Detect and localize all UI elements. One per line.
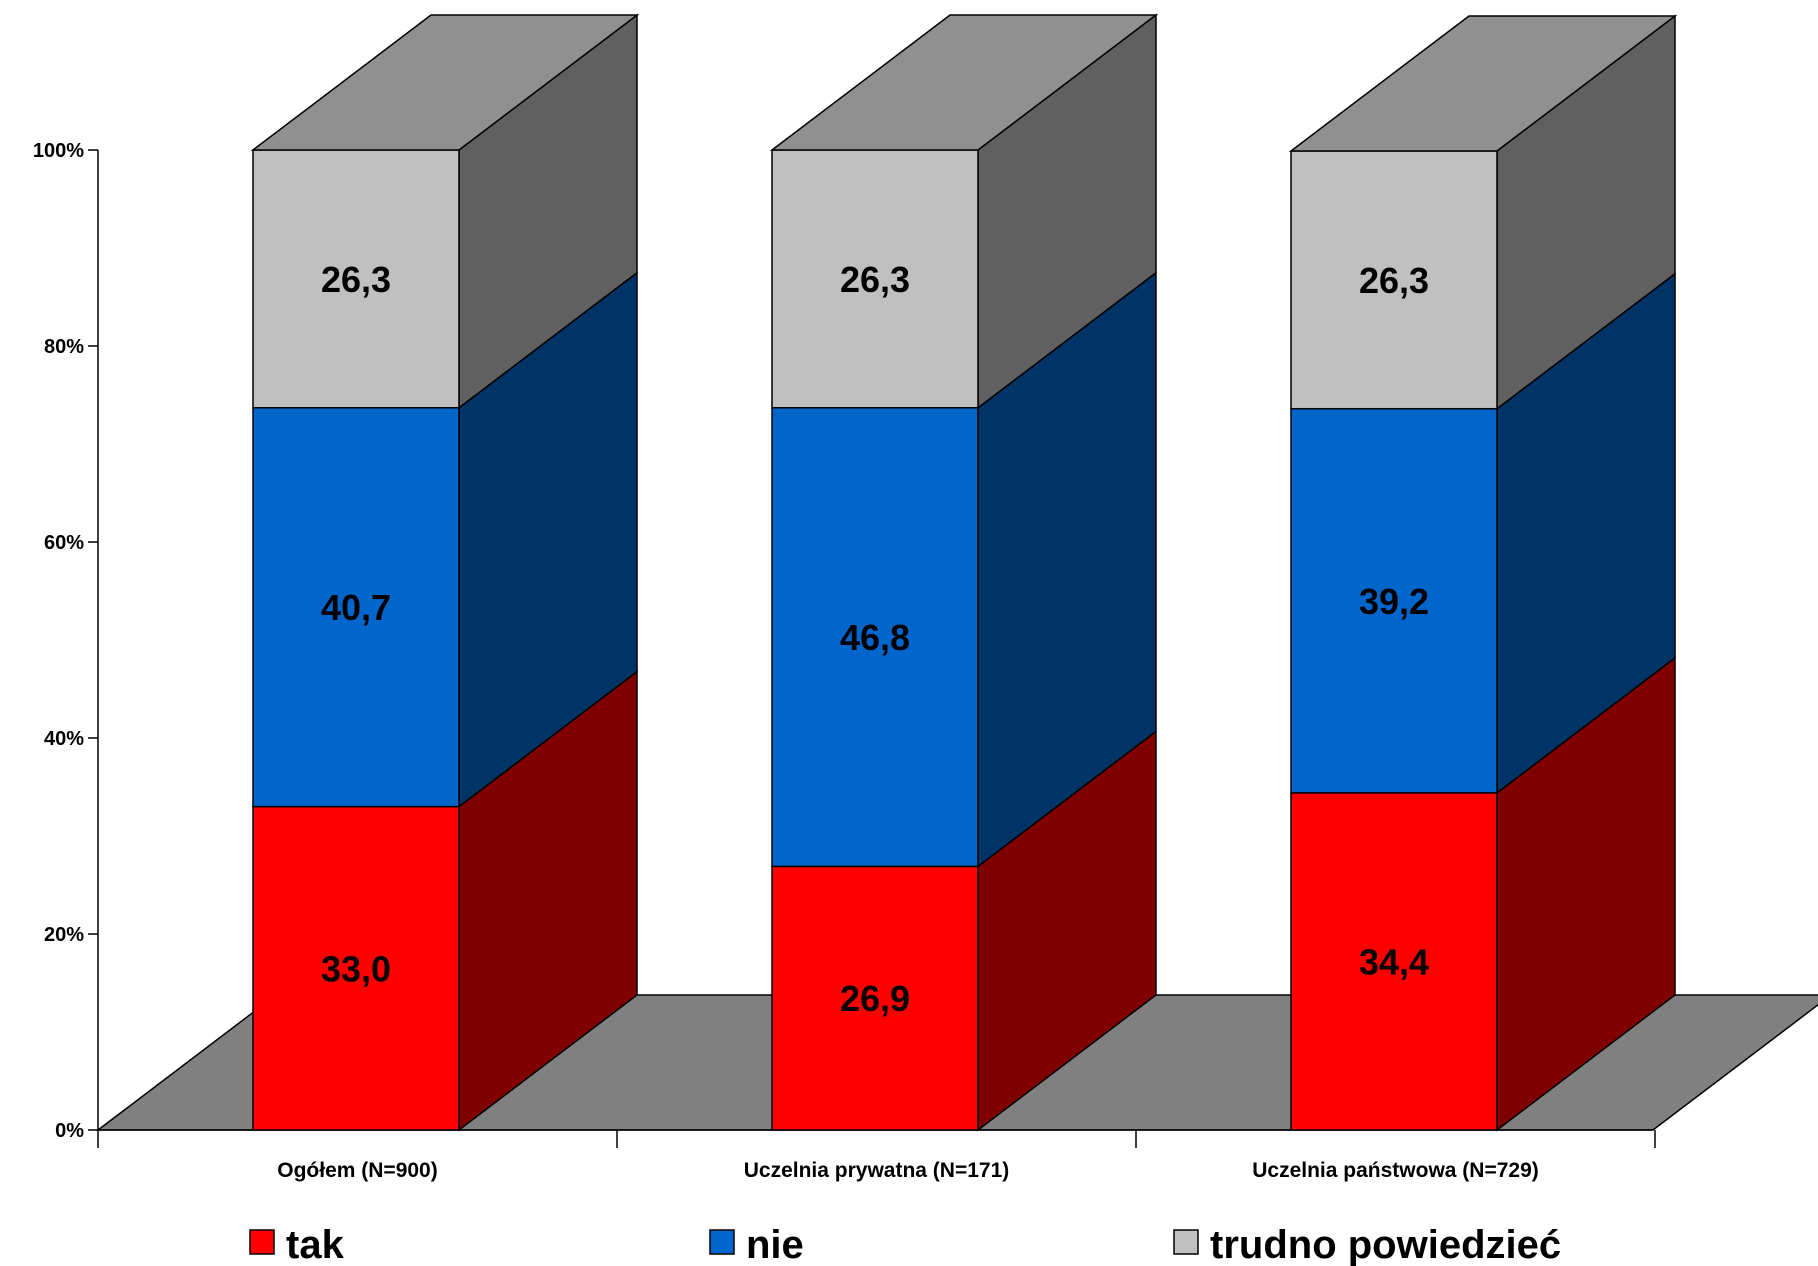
bar-segment <box>1290 150 1498 410</box>
data-label: 40,7 <box>321 587 391 628</box>
data-label: 46,8 <box>840 617 910 658</box>
legend-label: trudno powiedzieć <box>1210 1223 1561 1266</box>
bar-top <box>1288 15 1678 152</box>
legend-label: tak <box>286 1223 345 1266</box>
bar-stack: 33,0 40,7 26,3 <box>250 13 640 1132</box>
y-tick-label: 20% <box>44 924 84 946</box>
data-label: 26,3 <box>1359 260 1429 301</box>
data-label: 26,3 <box>840 259 910 300</box>
category-label: Uczelnia prywatna (N=171) <box>744 1159 1010 1182</box>
bars-group: 33,0 40,7 26,3 26,9 46,8 26,3 34,4 39,2 26,3 <box>250 13 1678 1132</box>
legend-label: nie <box>746 1223 804 1266</box>
bar-stack: 34,4 39,2 26,3 <box>1288 14 1678 1132</box>
y-tick-label: 60% <box>44 532 84 554</box>
bar-segment <box>1290 407 1498 794</box>
category-label: Uczelnia państwowa (N=729) <box>1252 1159 1539 1182</box>
legend-swatch <box>709 1229 735 1255</box>
bar-top <box>250 14 640 151</box>
x-axis-labels: Ogółem (N=900) Uczelnia prywatna (N=171) U… <box>277 1159 1538 1182</box>
data-label: 33,0 <box>321 948 391 989</box>
data-label: 26,9 <box>840 978 910 1019</box>
bar-segment <box>771 149 979 409</box>
bar-segment <box>252 805 460 1131</box>
bar-segment <box>771 865 979 1131</box>
bar-segment <box>771 406 979 868</box>
bar-top <box>769 14 1159 151</box>
y-tick-label: 80% <box>44 336 84 358</box>
data-label: 26,3 <box>321 259 391 300</box>
y-tick-label: 40% <box>44 728 84 750</box>
legend: tak nie trudno powiedzieć <box>249 1223 1561 1266</box>
y-tick-label: 0% <box>55 1120 84 1142</box>
data-label: 34,4 <box>1359 941 1429 982</box>
bar-stack: 26,9 46,8 26,3 <box>769 13 1159 1132</box>
legend-swatch <box>1173 1229 1199 1255</box>
bar-segment <box>252 149 460 409</box>
y-tick-label: 100% <box>33 140 84 162</box>
category-label: Ogółem (N=900) <box>277 1159 437 1182</box>
legend-swatch <box>249 1229 275 1255</box>
data-label: 39,2 <box>1359 581 1429 622</box>
bar-segment <box>1290 792 1498 1131</box>
